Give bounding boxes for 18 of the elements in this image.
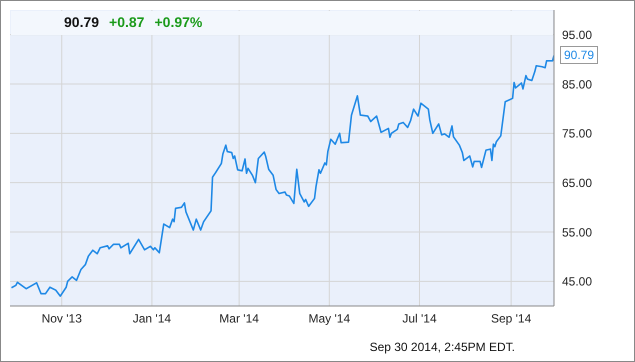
line-series — [10, 54, 554, 297]
x-tick-label: Sep '14 — [490, 312, 532, 326]
y-tick-label: 85.00 — [562, 77, 592, 92]
y-tick-label: 65.00 — [562, 176, 592, 190]
text: Sep 30 2014, 2:45PM EDT. — [370, 340, 515, 354]
x-tick-label: Jul '14 — [402, 312, 437, 326]
annotation: +0.97% — [154, 14, 202, 30]
y-tick-label: 45.00 — [562, 274, 592, 289]
y-tick-label: 55.00 — [562, 225, 592, 240]
annotation: 90.79 — [560, 46, 598, 64]
annotation: +0.87 — [109, 14, 144, 30]
y-tick-label: 75.00 — [562, 126, 592, 141]
x-tick-label: Jan '14 — [132, 312, 172, 326]
annotation: 90.79 — [64, 14, 100, 30]
x-tick-label: Nov '13 — [42, 312, 82, 326]
x-tick-label: Mar '14 — [219, 312, 260, 326]
x-tick-label: May '14 — [308, 312, 350, 326]
y-tick-label: 95.00 — [562, 28, 592, 42]
